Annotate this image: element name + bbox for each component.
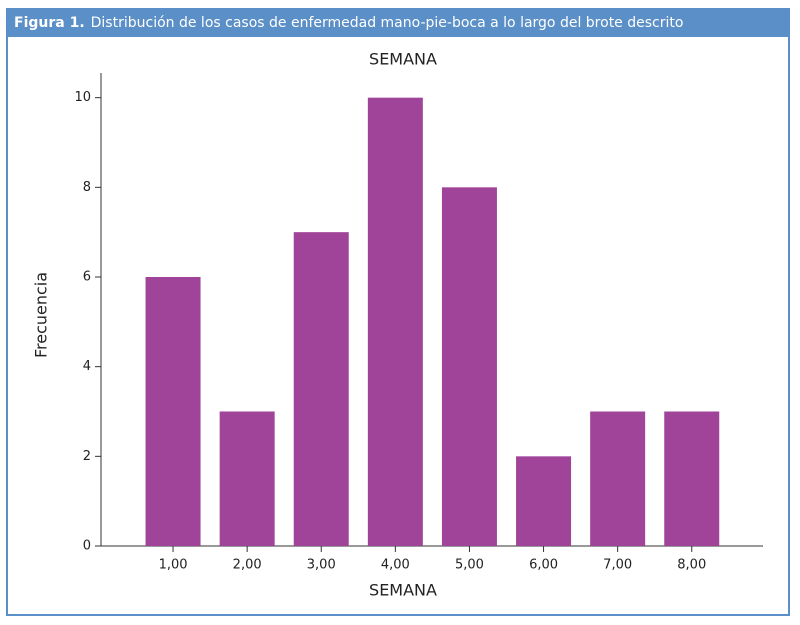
bar xyxy=(367,97,423,547)
bar xyxy=(293,232,349,546)
x-axis-label: SEMANA xyxy=(369,581,437,600)
y-tick-label: 4 xyxy=(83,359,91,374)
y-tick-label: 8 xyxy=(83,180,91,195)
figure-frame: Figura 1. Distribución de los casos de en… xyxy=(6,8,790,616)
bar xyxy=(516,456,572,546)
bar xyxy=(145,276,201,546)
x-tick-label: 5,00 xyxy=(455,558,484,573)
chart-title: SEMANA xyxy=(369,50,437,69)
x-tick-label: 1,00 xyxy=(159,558,188,573)
y-tick-label: 10 xyxy=(74,90,91,105)
x-tick-label: 8,00 xyxy=(677,558,706,573)
y-tick-label: 0 xyxy=(83,539,91,554)
x-tick-label: 4,00 xyxy=(381,558,410,573)
bar xyxy=(441,187,497,546)
figure-label: Figura 1. xyxy=(14,15,85,31)
y-axis-label: Frecuencia xyxy=(32,272,51,358)
bar xyxy=(219,411,275,546)
x-tick-label: 7,00 xyxy=(603,558,632,573)
x-tick-label: 3,00 xyxy=(307,558,336,573)
x-tick-label: 6,00 xyxy=(529,558,558,573)
figure-caption: Distribución de los casos de enfermedad … xyxy=(90,15,684,31)
bar xyxy=(664,411,720,546)
y-tick-label: 2 xyxy=(83,449,91,464)
figure-header: Figura 1. Distribución de los casos de en… xyxy=(8,10,788,37)
y-tick-label: 6 xyxy=(83,269,91,284)
bar xyxy=(590,411,646,546)
x-tick-label: 2,00 xyxy=(233,558,262,573)
